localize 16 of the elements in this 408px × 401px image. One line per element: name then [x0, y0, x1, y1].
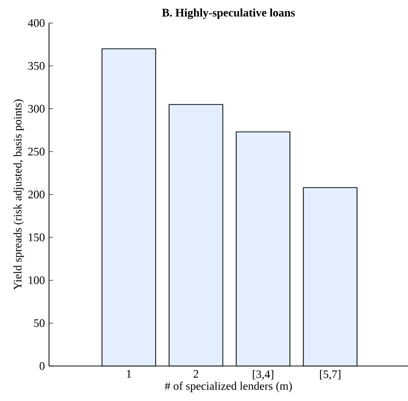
y-tick-label: 200 — [28, 190, 45, 198]
chart-title: B. Highly-speculative loans — [162, 8, 295, 19]
y-tick-label: 150 — [28, 234, 45, 242]
x-tick-label: 1 — [126, 370, 132, 378]
y-tick-label: 300 — [28, 104, 45, 113]
y-tick-label: 250 — [28, 148, 45, 156]
x-tick-label: [5,7] — [320, 370, 340, 380]
y-tick-label: 400 — [28, 19, 45, 27]
y-tick-label: 50 — [34, 319, 45, 327]
x-tick-label: [3,4] — [252, 370, 274, 380]
y-tick-label: 0 — [40, 362, 45, 370]
x-axis-title: # of specialized lenders (m) — [164, 382, 292, 392]
y-tick-label: 350 — [28, 62, 45, 70]
x-tick-label: 2 — [194, 370, 198, 378]
y-axis-title: Yield spreads (risk adjusted, basis points) — [13, 100, 24, 290]
y-tick-label: 100 — [28, 276, 45, 284]
